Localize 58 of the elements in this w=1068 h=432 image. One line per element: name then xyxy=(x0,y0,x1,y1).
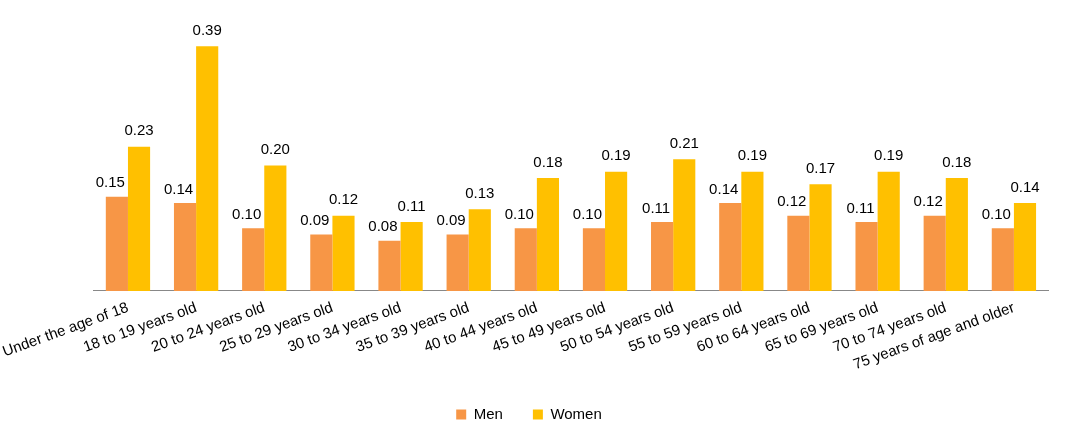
data-label: 0.19 xyxy=(737,146,767,164)
bar xyxy=(877,171,900,291)
data-label: 0.10 xyxy=(232,204,262,222)
data-label: 0.14 xyxy=(163,179,194,197)
bar xyxy=(741,171,764,291)
bar xyxy=(719,203,742,291)
legend-label: Women xyxy=(550,404,602,422)
data-label: 0.14 xyxy=(709,179,739,197)
bar xyxy=(923,215,946,291)
data-label: 0.39 xyxy=(192,20,222,38)
data-label: 0.20 xyxy=(260,140,290,158)
bar xyxy=(1013,203,1037,291)
bar xyxy=(196,46,219,291)
bar xyxy=(105,196,128,291)
bar xyxy=(536,178,560,291)
data-label: 0.12 xyxy=(777,192,807,210)
bar xyxy=(582,228,606,291)
data-label: 0.11 xyxy=(846,198,875,216)
bar xyxy=(378,240,401,291)
data-label: 0.10 xyxy=(504,204,534,222)
data-label: 0.14 xyxy=(1010,177,1040,195)
bar xyxy=(400,221,423,291)
data-label: 0.12 xyxy=(913,192,943,210)
bar xyxy=(809,184,832,291)
data-label: 0.15 xyxy=(95,173,125,191)
data-label: 0.19 xyxy=(601,146,631,164)
bar xyxy=(242,228,265,291)
bar xyxy=(945,178,968,291)
bar xyxy=(468,209,491,291)
data-label: 0.19 xyxy=(874,146,904,164)
bar xyxy=(651,221,674,291)
bar xyxy=(310,234,333,291)
data-label: 0.18 xyxy=(942,152,972,170)
bar xyxy=(514,228,537,291)
data-label: 0.13 xyxy=(465,184,495,201)
bar xyxy=(991,228,1014,291)
data-label: 0.10 xyxy=(981,204,1011,222)
bar xyxy=(173,203,197,291)
bar xyxy=(605,171,628,291)
data-label: 0.08 xyxy=(368,217,398,235)
bar xyxy=(673,159,696,291)
bar xyxy=(787,215,810,291)
data-label: 0.10 xyxy=(572,204,603,222)
bar xyxy=(332,215,355,291)
bar xyxy=(127,146,151,291)
bar xyxy=(446,234,469,291)
bar xyxy=(855,221,878,291)
data-label: 0.23 xyxy=(124,121,154,139)
data-label: 0.18 xyxy=(533,152,563,170)
data-label: 0.09 xyxy=(300,211,330,229)
legend-label: Men xyxy=(473,404,503,422)
data-label: 0.11 xyxy=(397,196,426,214)
bar xyxy=(264,165,287,291)
data-label: 0.09 xyxy=(436,211,466,229)
data-label: 0.12 xyxy=(328,190,359,208)
data-label: 0.11 xyxy=(642,198,671,216)
data-label: 0.21 xyxy=(669,133,699,151)
data-label: 0.17 xyxy=(805,158,836,176)
